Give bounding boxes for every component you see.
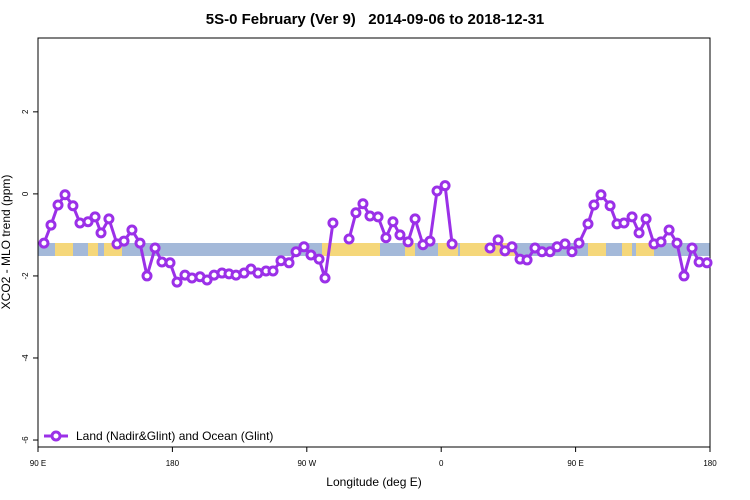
data-point (164, 257, 176, 269)
legend-marker (50, 430, 62, 442)
data-point (82, 216, 94, 228)
y-tick-label: -4 (21, 354, 30, 362)
data-point (573, 237, 585, 249)
series-line (42, 192, 335, 285)
data-point (95, 227, 107, 239)
data-point (595, 189, 607, 201)
y-tick-label: 2 (21, 109, 30, 114)
data-point (394, 229, 406, 241)
data-point (327, 217, 339, 229)
data-point (103, 213, 115, 225)
data-point (431, 185, 443, 197)
data-point (671, 237, 683, 249)
data-point (149, 242, 161, 254)
data-point (38, 237, 50, 249)
data-point (633, 227, 645, 239)
data-point (201, 274, 213, 286)
data-point (663, 224, 675, 236)
legend-label: Land (Nadir&Glint) and Ocean (Glint) (76, 429, 273, 443)
y-tick-label: -2 (21, 272, 30, 280)
x-tick-label: 180 (703, 459, 717, 468)
data-point (171, 276, 183, 288)
data-point (141, 270, 153, 282)
data-point (678, 270, 690, 282)
x-tick-label: 180 (166, 459, 180, 468)
data-point (701, 257, 713, 269)
data-point (350, 207, 362, 219)
data-point (604, 200, 616, 212)
data-point (626, 211, 638, 223)
y-axis-label: XCO2 - MLO trend (ppm) (0, 175, 13, 310)
data-point (290, 246, 302, 258)
data-point (134, 237, 146, 249)
data-point (521, 254, 533, 266)
data-point (357, 198, 369, 210)
data-point (439, 180, 451, 192)
data-point (380, 232, 392, 244)
data-point (387, 216, 399, 228)
data-point (67, 200, 79, 212)
data-point (319, 272, 331, 284)
data-point (267, 265, 279, 277)
data-point (372, 211, 384, 223)
data-point (544, 246, 556, 258)
data-point (566, 246, 578, 258)
data-point (559, 238, 571, 250)
x-tick-label: 90 E (30, 459, 46, 468)
data-point (283, 257, 295, 269)
data-point (89, 211, 101, 223)
data-point (686, 242, 698, 254)
y-tick-label: -6 (21, 436, 30, 444)
data-point (588, 199, 600, 211)
data-point (45, 219, 57, 231)
x-tick-label: 0 (439, 459, 444, 468)
data-point (118, 235, 130, 247)
y-tick-label: 0 (21, 191, 30, 196)
data-point (298, 241, 310, 253)
data-point (59, 189, 71, 201)
data-point (305, 249, 317, 261)
data-point (484, 242, 496, 254)
data-point (402, 236, 414, 248)
data-point (52, 199, 64, 211)
data-point (313, 253, 325, 265)
legend: Land (Nadir&Glint) and Ocean (Glint) (44, 429, 273, 443)
x-axis-label: Longitude (deg E) (326, 475, 421, 489)
data-point (618, 217, 630, 229)
data-point (640, 213, 652, 225)
data-point (655, 236, 667, 248)
data-point (424, 235, 436, 247)
data-point (343, 233, 355, 245)
plot-frame (37, 37, 711, 448)
data-point (446, 238, 458, 250)
chart-title: 5S-0 February (Ver 9) 2014-09-06 to 2018… (206, 11, 545, 28)
data-point (126, 224, 138, 236)
x-tick-label: 90 E (567, 459, 583, 468)
data-point (506, 241, 518, 253)
data-point (492, 234, 504, 246)
x-tick-label: 90 W (297, 459, 316, 468)
data-point (409, 213, 421, 225)
data-point (582, 218, 594, 230)
